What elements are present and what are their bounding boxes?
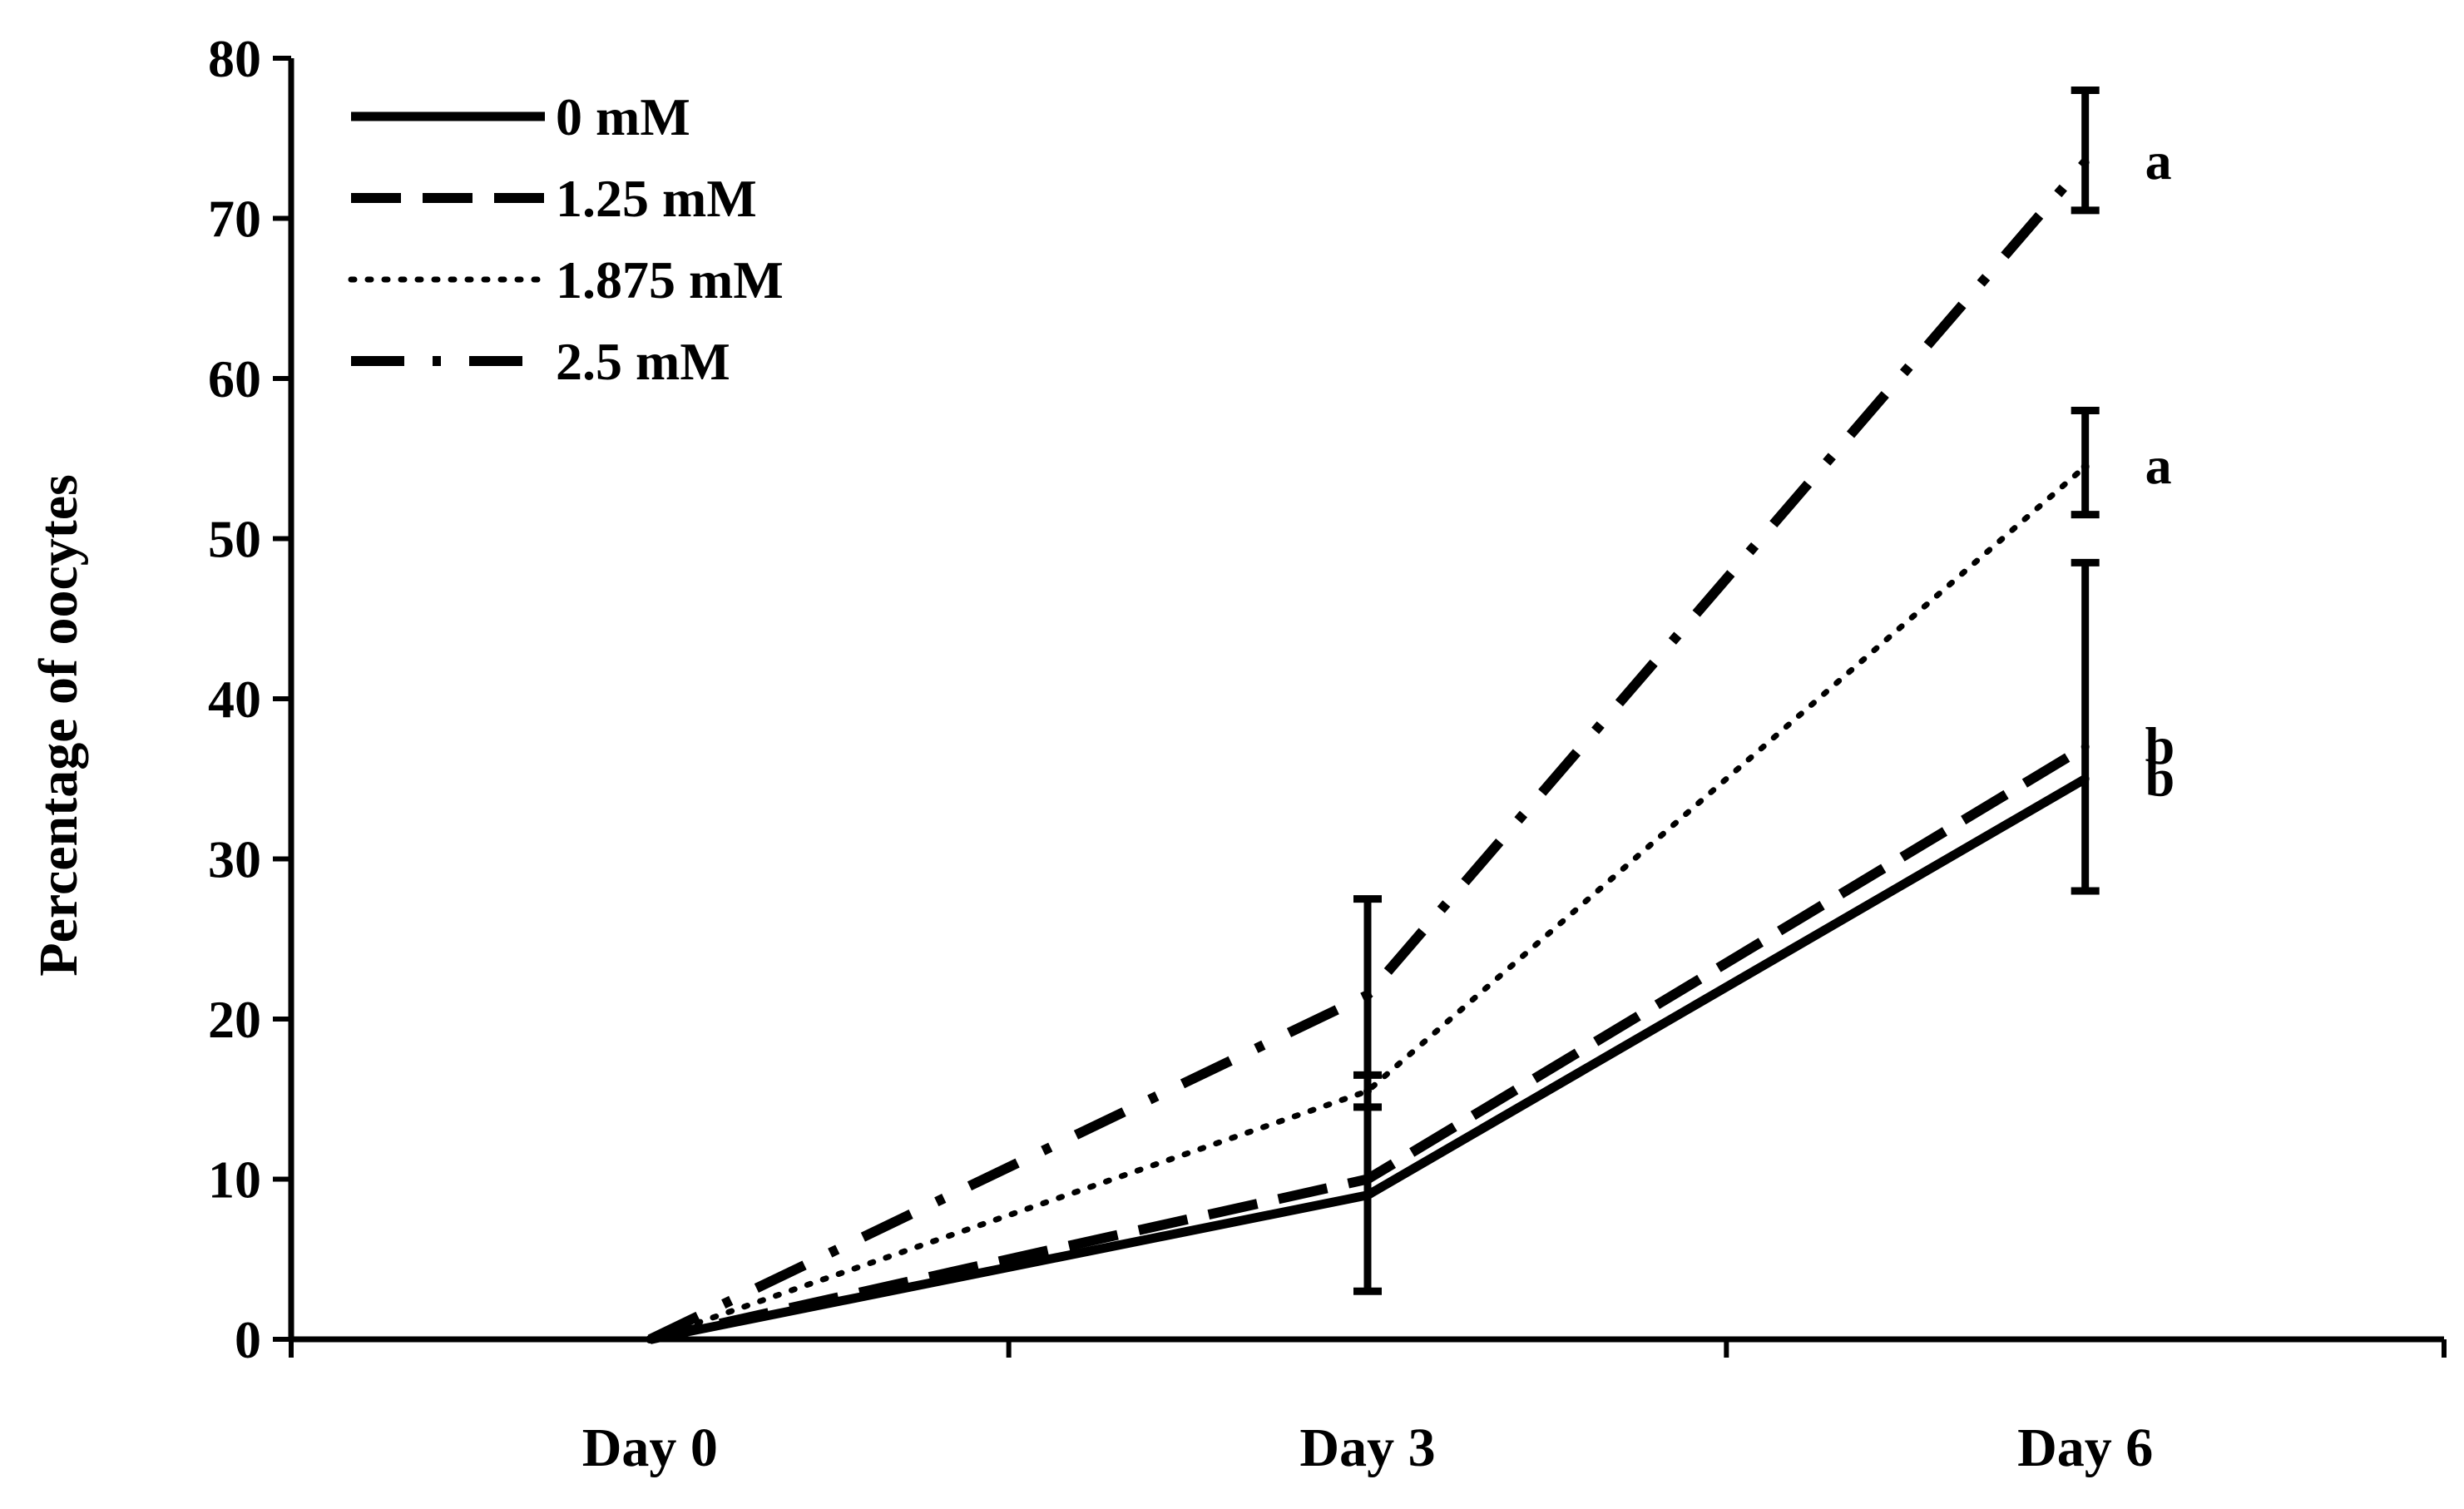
y-tick-label: 20 (208, 990, 261, 1049)
data-point (2081, 158, 2090, 167)
y-tick-label: 60 (208, 349, 261, 408)
y-tick-label: 50 (208, 510, 261, 569)
significance-letter: a (2145, 436, 2172, 495)
legend-label: 1.875 mM (556, 250, 784, 309)
significance-labels: bb a a (2145, 131, 2175, 807)
significance-letter: a (2145, 131, 2172, 190)
data-point (2081, 774, 2090, 784)
series-line-1-875-mm (646, 463, 2089, 1343)
y-axis-ticks: 0 10 20 30 40 50 60 70 80 (208, 29, 291, 1369)
legend-label: 2.5 mM (556, 332, 730, 391)
data-point (1363, 1190, 1372, 1200)
data-point (2081, 742, 2090, 751)
x-axis-ticks: Day 0 Day 3 Day 6 (289, 1339, 2447, 1478)
x-tick-label: Day 0 (582, 1417, 718, 1478)
x-tick-label: Day 6 (2017, 1417, 2153, 1478)
y-tick-label: 70 (208, 190, 261, 249)
significance-letter: b (2145, 716, 2175, 775)
y-tick-label: 0 (235, 1310, 261, 1369)
data-point (1363, 1175, 1372, 1184)
y-tick-label: 30 (208, 830, 261, 889)
x-tick-label: Day 3 (1299, 1417, 1435, 1478)
data-point (1363, 1086, 1372, 1096)
series-lines (646, 158, 2090, 1344)
legend-label: 0 mM (556, 87, 690, 146)
data-point (1363, 991, 1372, 1000)
y-tick-label: 80 (208, 29, 261, 88)
y-axis-label: Percentage of oocytes (28, 474, 89, 977)
data-point (2081, 462, 2090, 471)
error-bars (1353, 87, 2100, 1295)
significance-letter: b (2145, 748, 2175, 807)
y-tick-label: 10 (208, 1150, 261, 1210)
legend: 0 mM 1.25 mM 1.875 mM 2.5 mM (348, 87, 784, 391)
y-tick-label: 40 (208, 670, 261, 729)
data-point (646, 1335, 655, 1343)
legend-label: 1.25 mM (556, 169, 757, 228)
